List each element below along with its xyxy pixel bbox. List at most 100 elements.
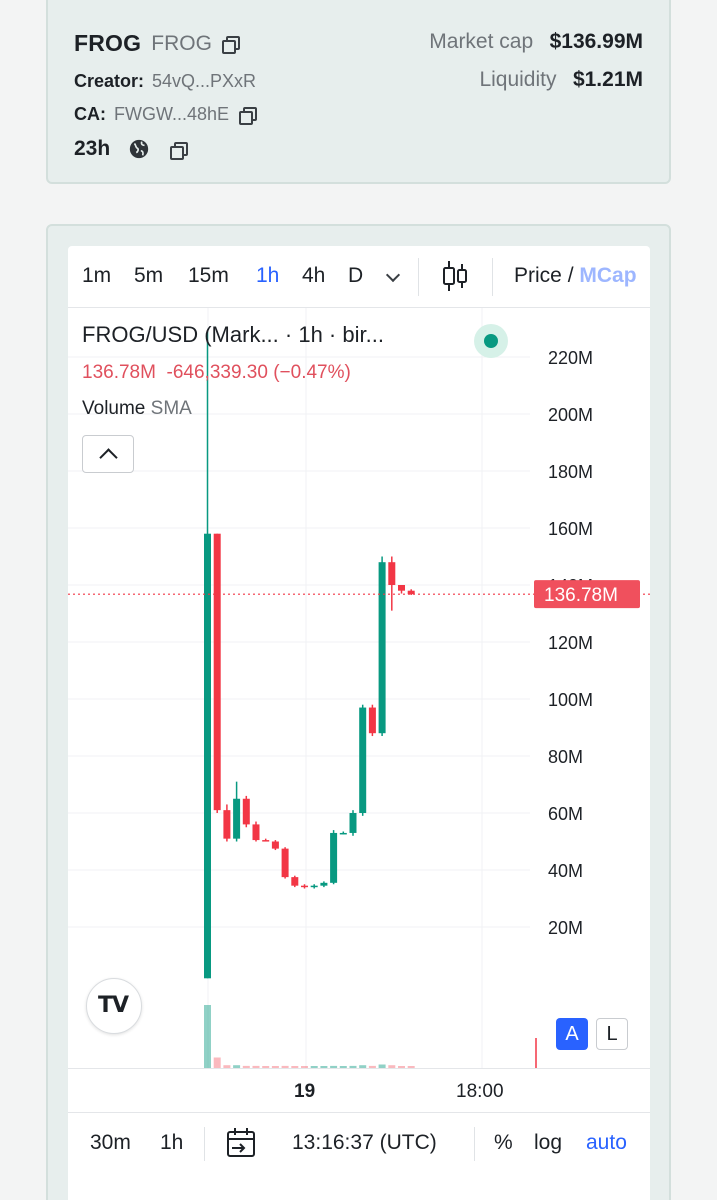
calendar-goto-icon[interactable]: [226, 1127, 256, 1159]
contract-label: CA:: [74, 104, 106, 124]
token-info-card: FROG FROG Creator: 54vQ...PXxR CA: FWGW.…: [46, 0, 671, 184]
volume-bar: [388, 1065, 396, 1068]
price-option[interactable]: Price: [514, 264, 562, 287]
volume-bar: [213, 1057, 221, 1068]
candle-body: [378, 562, 386, 734]
volume-legend[interactable]: Volume SMA: [82, 398, 192, 420]
timeframe-d[interactable]: D: [348, 264, 364, 287]
globe-icon[interactable]: [128, 138, 150, 160]
chart-card: 1m 5m 15m 1h 4h D Price / MCap 20M 40M 60M…: [46, 224, 671, 1200]
log-toggle-button[interactable]: log: [534, 1131, 563, 1154]
y-tick-label: 160M: [548, 519, 593, 539]
chevron-down-icon[interactable]: [385, 267, 401, 283]
candle-body: [291, 877, 299, 886]
sma-label: SMA: [150, 398, 192, 419]
volume-bar: [242, 1065, 250, 1068]
market-cap-value: $136.99M: [549, 30, 643, 53]
last-price-label: 136.78M: [544, 585, 618, 606]
contract-row: CA: FWGW...48hE: [74, 104, 258, 125]
timeframe-1m[interactable]: 1m: [82, 264, 112, 287]
copy-icon[interactable]: [239, 107, 258, 125]
candle-body: [281, 848, 289, 878]
volume-bar: [291, 1066, 299, 1068]
tradingview-logo[interactable]: TV: [86, 978, 142, 1034]
y-tick-label: 200M: [548, 405, 593, 425]
y-tick-label: 220M: [548, 348, 593, 368]
volume-bar: [233, 1065, 241, 1068]
creator-label: Creator:: [74, 71, 145, 91]
time-axis[interactable]: 19 18:00: [68, 1068, 650, 1112]
timeframe-15m[interactable]: 15m: [188, 264, 229, 287]
legend-values: 136.78M -646,339.30 (−0.47%): [82, 362, 351, 384]
candlestick-icon[interactable]: [442, 260, 468, 292]
collapse-legend-button[interactable]: [82, 435, 134, 473]
chart-bottom-bar: 30m 1h 13:16:37 (UTC) % log auto: [68, 1112, 650, 1174]
percent-scale-button[interactable]: %: [494, 1131, 513, 1154]
chart-legend-title[interactable]: FROG/USD (Mark... · 1h · bir...: [82, 322, 384, 348]
copy-icon[interactable]: [221, 36, 240, 54]
candle-body: [262, 840, 270, 842]
legend-last-value: 136.78M: [82, 362, 156, 383]
copy-icon[interactable]: [170, 141, 189, 160]
volume-bar: [378, 1064, 386, 1068]
volume-label: Volume: [82, 398, 146, 419]
y-tick-label: 40M: [548, 861, 583, 881]
candle-body: [388, 562, 396, 585]
time-label-hour: 18:00: [456, 1081, 504, 1102]
contract-address-link[interactable]: FWGW...48hE: [114, 104, 230, 124]
candle-body: [359, 707, 367, 813]
bottom-divider: [474, 1127, 475, 1161]
volume-bar: [368, 1065, 376, 1068]
candle-body: [242, 798, 250, 825]
volume-bar: [281, 1065, 289, 1068]
market-cap-label: Market cap: [429, 30, 534, 53]
token-name: FROG: [74, 30, 142, 56]
range-30m-button[interactable]: 30m: [90, 1131, 131, 1154]
symbol-title: FROG/USD (Mark...: [82, 322, 279, 347]
auto-scale-button[interactable]: A: [556, 1018, 588, 1050]
chart-plot-area[interactable]: 20M40M60M80M100M120M140M160M180M200M220M…: [68, 308, 650, 1068]
timeframe-5m[interactable]: 5m: [134, 264, 164, 287]
auto-toggle-button[interactable]: auto: [586, 1131, 627, 1154]
candlestick-chart[interactable]: 20M40M60M80M100M120M140M160M180M200M220M…: [68, 308, 650, 1068]
y-tick-label: 80M: [548, 747, 583, 767]
toolbar-divider: [418, 258, 419, 296]
price-mcap-separator: /: [561, 264, 580, 287]
candle-body: [252, 824, 260, 841]
timeframe-1h[interactable]: 1h: [256, 264, 280, 287]
candle-body: [398, 585, 405, 591]
volume-bar: [310, 1066, 318, 1068]
chart-toolbar: 1m 5m 15m 1h 4h D Price / MCap: [68, 246, 650, 308]
candle-body: [349, 813, 357, 833]
mcap-option[interactable]: MCap: [579, 264, 637, 287]
volume-bar: [223, 1065, 231, 1068]
token-name-row: FROG FROG: [74, 30, 256, 57]
price-mcap-toggle[interactable]: Price / MCap: [514, 264, 637, 288]
candle-body: [368, 707, 376, 734]
volume-bar: [204, 1005, 211, 1068]
y-tick-label: 120M: [548, 633, 593, 653]
volume-bar: [330, 1065, 338, 1068]
range-1h-button[interactable]: 1h: [160, 1131, 184, 1154]
liquidity-row: Liquidity $1.21M: [429, 68, 643, 92]
creator-address-link[interactable]: 54vQ...PXxR: [152, 71, 257, 91]
volume-bar: [271, 1066, 279, 1068]
candle-body: [271, 841, 279, 849]
y-tick-label: 240M: [548, 308, 593, 311]
token-symbol: FROG: [151, 31, 212, 55]
volume-bar: [398, 1066, 405, 1068]
token-info-left: FROG FROG Creator: 54vQ...PXxR CA: FWGW.…: [74, 30, 258, 161]
timeframe-4h[interactable]: 4h: [302, 264, 326, 287]
candle-body: [213, 533, 221, 811]
log-scale-button[interactable]: L: [596, 1018, 628, 1050]
bottom-divider: [204, 1127, 205, 1161]
liquidity-label: Liquidity: [479, 68, 557, 91]
volume-bar: [320, 1066, 328, 1068]
creator-row: Creator: 54vQ...PXxR: [74, 71, 256, 92]
utc-clock[interactable]: 13:16:37 (UTC): [292, 1131, 437, 1154]
interval-source: · 1h · bir...: [278, 322, 384, 347]
volume-bar: [339, 1066, 347, 1068]
toolbar-divider: [492, 258, 493, 296]
token-age: 23h: [74, 137, 111, 160]
candle-body: [310, 885, 318, 888]
